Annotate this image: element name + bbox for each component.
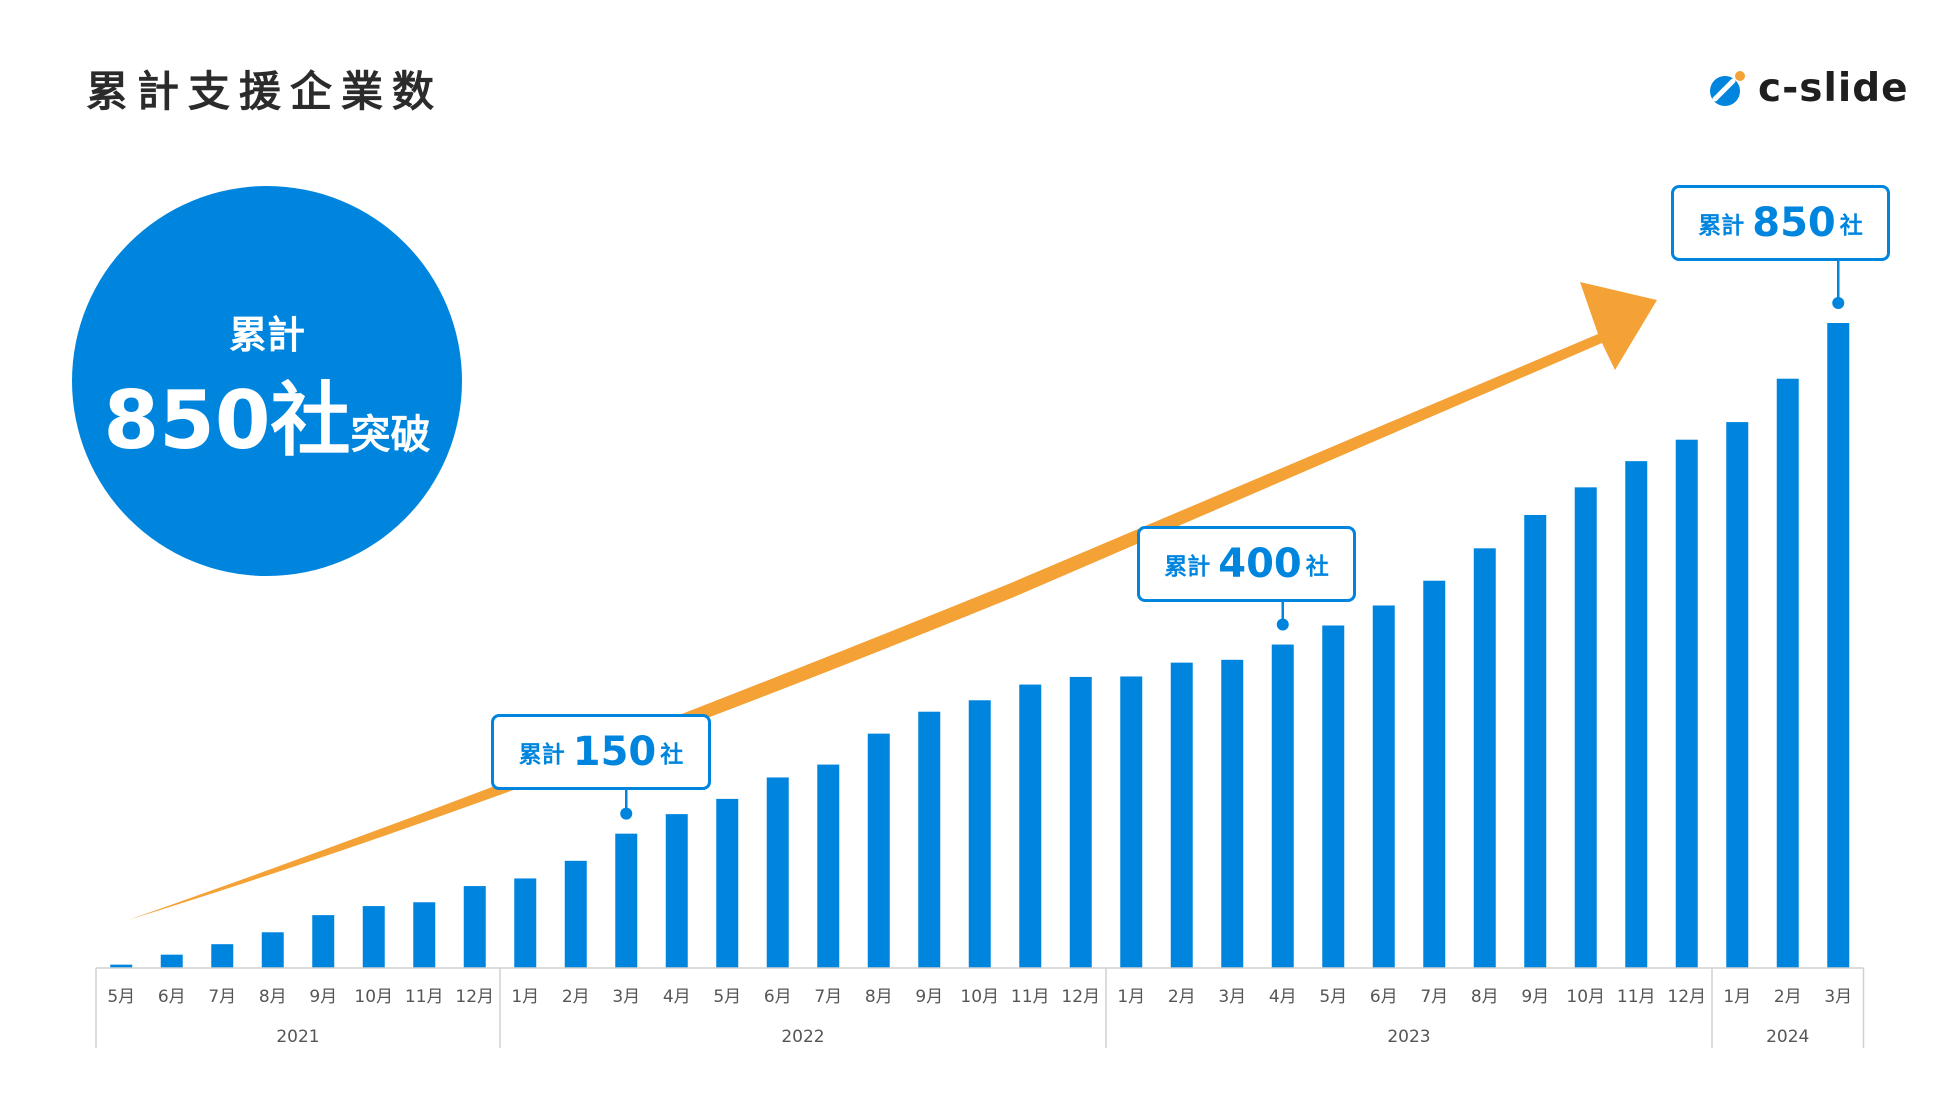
x-tick-label: 12月 [1061,987,1100,1007]
bar-7 [463,886,486,968]
logo: c-slide [1706,66,1909,111]
bar-12 [716,798,739,968]
bar-2 [211,944,234,968]
x-tick-label: 8月 [1471,987,1499,1007]
x-tick-label: 8月 [259,987,287,1007]
bar-11 [665,814,688,968]
badge-unit: 社 [270,374,351,467]
bar-8 [514,878,537,968]
badge-number: 850 [103,374,271,467]
logo-text: c-slide [1758,66,1909,111]
x-tick-label: 7月 [814,987,842,1007]
x-tick-label: 7月 [1420,987,1448,1007]
bar-16 [918,711,941,968]
x-tick-label: 10月 [960,987,999,1007]
x-tick-label: 3月 [612,987,640,1007]
bar-28 [1524,514,1547,968]
x-tick-label: 6月 [1370,987,1398,1007]
x-tick-label: 12月 [455,987,494,1007]
bar-13 [766,777,789,968]
bar-31 [1675,439,1698,969]
bar-14 [817,764,840,968]
x-tick-label: 9月 [915,987,943,1007]
bar-5 [362,906,385,968]
bar-3 [261,932,284,968]
x-tick-label: 11月 [1617,987,1656,1007]
x-tick-label: 7月 [208,987,236,1007]
x-tick-label: 3月 [1218,987,1246,1007]
callout-150: 累計 150 社 [491,714,711,790]
bar-24 [1322,625,1345,968]
badge-label: 累計 [228,313,305,357]
year-label: 2023 [1387,1027,1430,1047]
bar-26 [1423,580,1446,968]
x-tick-label: 10月 [354,987,393,1007]
callout-400: 累計 400 社 [1137,526,1356,602]
x-tick-label: 3月 [1824,987,1852,1007]
bar-30 [1625,461,1648,968]
bar-15 [867,733,890,968]
bar-27 [1473,548,1496,968]
bar-1 [160,954,183,968]
x-tick-label: 5月 [713,987,741,1007]
x-tick-label: 1月 [1117,987,1145,1007]
bar-4 [312,915,335,968]
bars-group [110,261,1850,969]
x-tick-label: 2月 [1168,987,1196,1007]
bar-29 [1574,487,1597,968]
x-tick-label: 5月 [1319,987,1347,1007]
bar-17 [968,700,991,968]
x-tick-label: 9月 [1521,987,1549,1007]
x-tick-label: 9月 [309,987,337,1007]
callout-dot [620,807,633,820]
c-slide-logo-icon [1710,70,1745,106]
bar-10 [615,833,638,968]
bar-25 [1372,605,1395,968]
bar-22 [1221,659,1244,968]
year-label: 2024 [1766,1027,1809,1047]
bar-32 [1726,422,1749,968]
x-tick-label: 2月 [562,987,590,1007]
bar-21 [1170,662,1193,968]
x-tick-label: 12月 [1667,987,1706,1007]
x-tick-label: 1月 [1723,987,1751,1007]
bar-9 [564,860,587,968]
bar-19 [1069,676,1092,968]
callout-dot [1832,297,1845,309]
x-tick-label: 4月 [1269,987,1297,1007]
bar-0 [110,964,133,968]
badge-suffix: 突破 [350,412,431,458]
callout-dot [1276,618,1289,631]
callout-850: 累計 850 社 [1671,185,1890,261]
x-tick-label: 6月 [158,987,186,1007]
x-tick-label: 11月 [405,987,444,1007]
x-tick-label: 8月 [865,987,893,1007]
page-title: 累計支援企業数 [86,67,444,116]
bar-23 [1271,644,1294,968]
bar-33 [1776,378,1799,968]
badge-value: 850社突破 [72,356,462,472]
bar-18 [1019,684,1042,968]
x-tick-label: 5月 [107,987,135,1007]
x-tick-label: 1月 [511,987,539,1007]
year-label: 2022 [781,1027,824,1047]
x-tick-label: 2月 [1774,987,1802,1007]
x-tick-label: 4月 [663,987,691,1007]
bar-34 [1827,323,1850,968]
summary-badge: 累計 850社突破 [72,186,462,576]
x-tick-label: 11月 [1011,987,1050,1007]
x-tick-label: 6月 [764,987,792,1007]
year-label: 2021 [276,1027,319,1047]
x-tick-label: 10月 [1566,987,1605,1007]
x-axis: 5月 6月 7月 8月 9月 10月 11月 12月 1月 2月 3月 4月 5月 6月 7月 8月 9月 10月… [95,967,1865,1048]
bar-20 [1120,676,1143,968]
bar-6 [413,902,436,968]
